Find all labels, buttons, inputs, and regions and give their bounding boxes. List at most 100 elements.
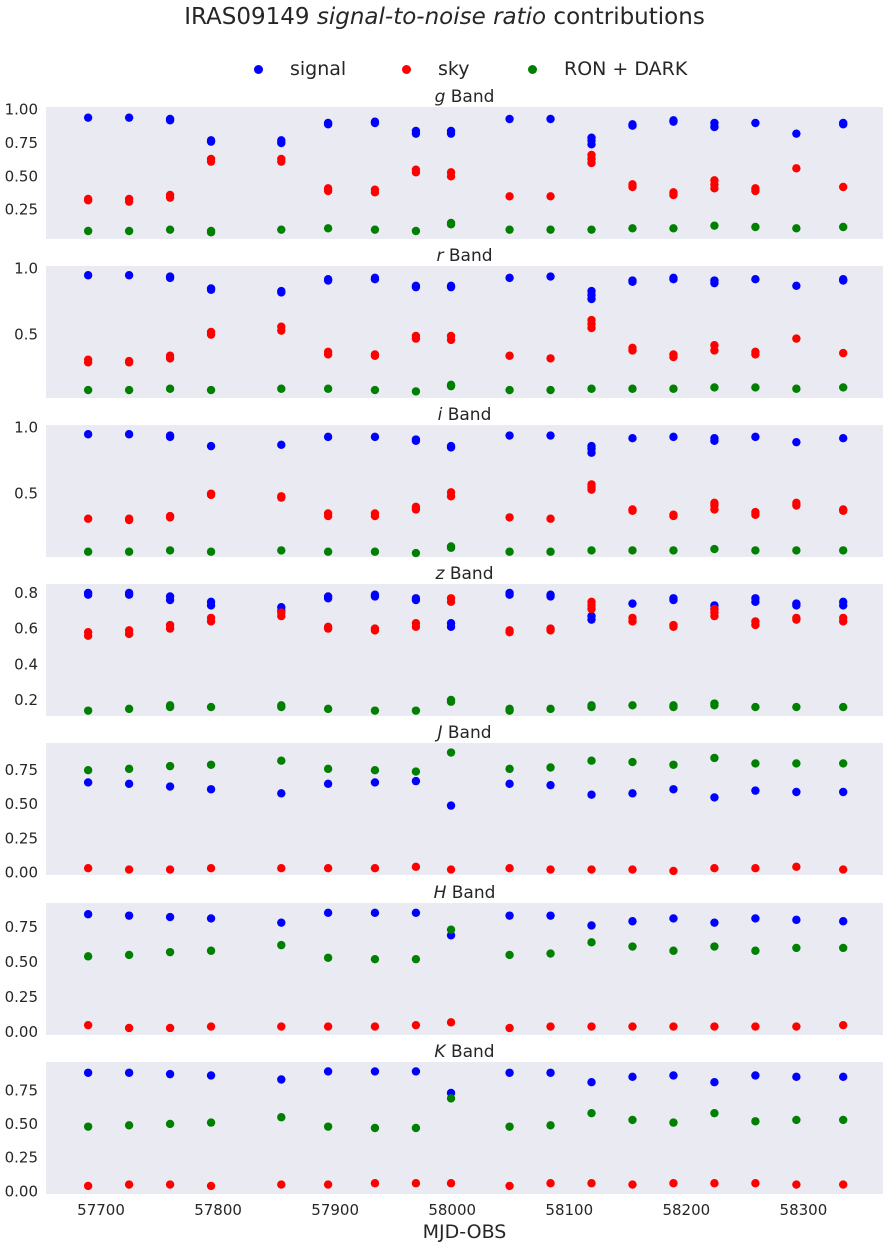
data-point xyxy=(669,1022,678,1031)
data-point xyxy=(323,953,333,962)
data-point xyxy=(792,334,801,343)
y-tick-label: 0.75 xyxy=(5,918,38,936)
data-point xyxy=(628,1115,637,1125)
panel-title: J Band xyxy=(434,723,491,743)
data-point xyxy=(277,288,286,297)
data-point xyxy=(751,1179,760,1188)
data-point xyxy=(323,1022,333,1031)
data-point xyxy=(505,385,514,395)
data-point xyxy=(323,1067,333,1076)
data-point xyxy=(446,492,456,501)
data-point xyxy=(206,490,216,500)
panel-h-band: H Band 0.00 0.25 0.50 0.75 xyxy=(5,883,883,1041)
data-point xyxy=(546,514,555,523)
data-point xyxy=(411,168,421,177)
title-suffix: contributions xyxy=(546,4,705,30)
data-point xyxy=(124,704,134,714)
y-tick-label: 0.75 xyxy=(5,134,38,152)
data-point xyxy=(546,911,555,920)
data-point xyxy=(83,358,93,367)
data-point xyxy=(370,385,380,395)
data-point xyxy=(838,617,848,626)
data-point xyxy=(838,1115,848,1125)
data-point xyxy=(446,172,456,181)
panel-background xyxy=(46,1062,883,1194)
data-point xyxy=(83,385,93,395)
data-point xyxy=(206,330,216,339)
data-point xyxy=(792,943,801,953)
data-point xyxy=(165,546,175,555)
data-point xyxy=(165,782,175,791)
panel-title: r Band xyxy=(436,246,492,266)
data-point xyxy=(370,225,380,234)
panel-title: H Band xyxy=(434,883,496,903)
data-point xyxy=(83,113,93,122)
data-point xyxy=(323,624,333,633)
data-point xyxy=(710,505,719,514)
data-point xyxy=(838,917,848,926)
data-point xyxy=(277,326,286,335)
data-point xyxy=(628,1022,637,1031)
data-point xyxy=(124,113,134,122)
series-sky xyxy=(83,150,848,206)
data-point xyxy=(277,1113,286,1122)
data-point xyxy=(370,626,380,635)
data-point xyxy=(751,620,760,630)
data-point xyxy=(792,437,801,447)
panel-title-suffix: Band xyxy=(442,405,491,425)
series-signal xyxy=(83,1067,848,1098)
data-point xyxy=(83,631,93,640)
data-point xyxy=(546,626,555,635)
series-ron-dark xyxy=(83,925,848,964)
data-point xyxy=(446,1018,456,1027)
data-point xyxy=(206,1118,216,1127)
data-point xyxy=(165,761,175,771)
y-tick-label: 0.25 xyxy=(5,1149,38,1167)
series-ron-dark xyxy=(83,380,848,396)
data-point xyxy=(792,702,801,712)
data-point xyxy=(446,129,456,138)
data-point xyxy=(838,787,848,797)
data-point xyxy=(124,779,134,789)
data-point xyxy=(206,785,216,794)
panel-title-band: i xyxy=(438,405,443,425)
data-point xyxy=(669,384,678,393)
data-point xyxy=(411,548,421,558)
data-point xyxy=(370,351,380,360)
data-point xyxy=(710,942,719,951)
x-tick-label: 57800 xyxy=(194,1201,242,1219)
data-point xyxy=(792,1180,801,1189)
data-point xyxy=(124,764,134,774)
y-tick-label: 0.00 xyxy=(5,1023,38,1041)
data-point xyxy=(206,863,216,873)
x-tick-label: 58000 xyxy=(428,1201,476,1219)
panel-background xyxy=(46,107,883,239)
data-point xyxy=(446,381,456,391)
data-point xyxy=(206,1181,216,1191)
data-point xyxy=(124,358,134,367)
data-point xyxy=(587,294,596,304)
data-point xyxy=(165,595,175,605)
data-point xyxy=(206,760,216,769)
data-point xyxy=(792,1115,801,1125)
data-point xyxy=(323,186,333,196)
panel-background xyxy=(46,903,883,1035)
panel-r-band: r Band 0.5 1.0 xyxy=(14,246,883,398)
data-point xyxy=(165,225,175,234)
data-point xyxy=(546,114,555,124)
data-point xyxy=(323,1180,333,1189)
data-point xyxy=(792,862,801,872)
y-tick-label: 0.50 xyxy=(5,167,38,185)
data-point xyxy=(669,275,678,284)
data-point xyxy=(370,118,380,128)
data-point xyxy=(83,196,93,205)
data-point xyxy=(628,617,637,626)
data-point xyxy=(546,1179,555,1188)
legend-label-ron-dark: RON + DARK xyxy=(564,58,688,80)
data-point xyxy=(446,622,456,632)
series-ron-dark xyxy=(83,218,848,237)
data-point xyxy=(628,224,637,233)
data-point xyxy=(587,485,596,494)
data-point xyxy=(669,595,678,605)
data-point xyxy=(277,1022,286,1031)
